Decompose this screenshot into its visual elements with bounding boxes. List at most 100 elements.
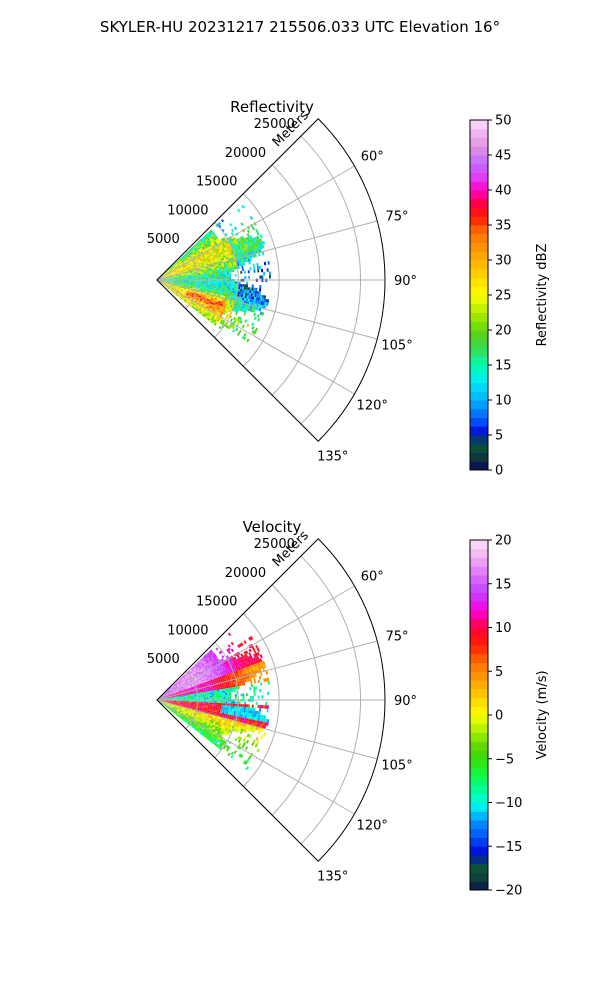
data-cell: [185, 294, 188, 296]
data-cell: [190, 712, 193, 715]
data-cell: [193, 698, 196, 700]
data-cell: [208, 277, 211, 280]
data-cell: [210, 711, 213, 714]
data-cell: [191, 262, 194, 265]
data-cell: [212, 727, 216, 730]
azimuth-gridline: [156, 165, 355, 281]
data-cell: [242, 723, 245, 727]
data-cell: [209, 704, 212, 707]
colorbar-segment: [470, 706, 488, 716]
data-cell: [177, 684, 179, 687]
data-cell: [252, 713, 255, 717]
data-cell: [229, 722, 232, 725]
data-cell: [198, 283, 201, 285]
data-cell: [215, 251, 218, 255]
data-cell: [187, 703, 190, 705]
data-cell: [202, 282, 205, 284]
data-cell: [218, 727, 222, 731]
data-cell: [192, 673, 195, 676]
colorbar-tick-label: 0: [495, 464, 503, 479]
data-cell: [200, 685, 203, 687]
data-cell: [244, 654, 248, 658]
data-cell: [242, 729, 246, 733]
data-cell: [219, 293, 223, 296]
data-cell: [216, 238, 220, 242]
data-cell: [235, 312, 238, 316]
colorbar-segment: [470, 303, 488, 313]
data-cell: [206, 657, 210, 661]
data-cell: [170, 286, 173, 288]
data-cell: [183, 259, 186, 262]
data-cell: [171, 704, 174, 706]
data-cell: [212, 738, 215, 742]
data-cell: [210, 249, 213, 253]
data-cell: [199, 720, 202, 723]
data-cell: [164, 273, 167, 275]
data-cell: [177, 688, 180, 691]
data-cell: [218, 312, 222, 316]
colorbar-segment: [470, 181, 488, 191]
data-cell: [197, 251, 201, 254]
data-cell: [227, 301, 230, 305]
data-cell: [204, 280, 207, 283]
data-cell: [212, 680, 216, 684]
data-cell: [254, 253, 257, 258]
data-cell: [171, 285, 173, 287]
data-cell: [241, 289, 244, 293]
data-cell: [177, 679, 180, 682]
data-cell: [209, 732, 213, 735]
data-cell: [175, 283, 178, 285]
data-cell: [251, 719, 254, 723]
data-cell: [255, 737, 259, 741]
data-cell: [211, 726, 214, 729]
data-cell: [231, 290, 235, 294]
data-cell: [206, 276, 209, 278]
data-cell: [194, 669, 197, 673]
data-cell: [181, 697, 184, 699]
data-cell: [161, 695, 163, 697]
data-cell: [192, 685, 195, 687]
data-cell: [175, 684, 177, 687]
data-cell: [207, 262, 210, 265]
data-cell: [185, 263, 188, 266]
data-cell: [203, 314, 206, 318]
data-cell: [224, 690, 227, 693]
data-cell: [183, 717, 186, 720]
data-cell: [221, 251, 224, 254]
colorbar-segment: [470, 330, 488, 340]
data-cell: [213, 704, 216, 707]
data-cell: [228, 729, 231, 733]
data-cell: [166, 278, 169, 280]
data-cell: [178, 267, 181, 269]
data-cell: [183, 268, 186, 271]
data-cell: [213, 301, 216, 304]
data-cell: [217, 257, 221, 260]
data-cell: [199, 246, 202, 249]
data-cell: [242, 661, 246, 666]
colorbar-segment: [470, 391, 488, 401]
data-cell: [195, 298, 199, 301]
data-cell: [166, 698, 169, 699]
data-cell: [208, 290, 211, 293]
data-cell: [256, 651, 260, 656]
data-cell: [224, 291, 227, 295]
data-cell: [207, 269, 210, 272]
data-cell: [162, 282, 165, 283]
data-cell: [170, 700, 173, 702]
data-cell: [176, 714, 179, 716]
data-cell: [194, 693, 197, 695]
data-cell: [243, 270, 247, 274]
data-cell: [264, 302, 267, 306]
data-cell: [242, 259, 245, 263]
data-cell: [185, 264, 188, 267]
data-cell: [175, 283, 178, 285]
data-cell: [232, 715, 236, 719]
data-cell: [245, 660, 249, 664]
data-cell: [217, 725, 221, 728]
data-cell: [222, 237, 226, 241]
data-cell: [237, 319, 241, 323]
data-cell: [162, 693, 165, 696]
data-cell: [167, 704, 170, 706]
data-cell: [173, 276, 176, 278]
data-cell: [245, 307, 248, 311]
